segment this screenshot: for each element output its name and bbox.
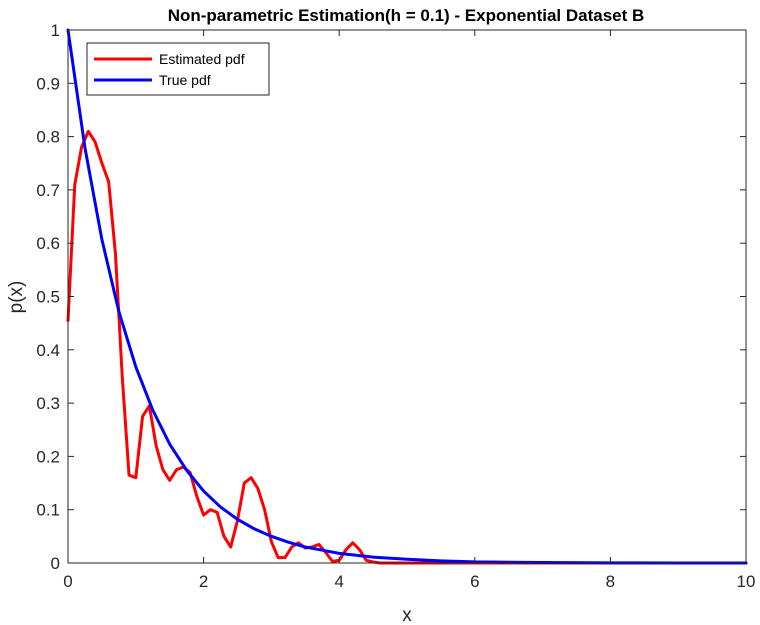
y-tick-label: 0 <box>51 554 60 573</box>
legend-box <box>86 42 270 96</box>
x-tick-label: 0 <box>63 572 72 591</box>
y-tick-label: 0.2 <box>36 447 60 466</box>
y-tick-label: 0.3 <box>36 394 60 413</box>
axes-layer: 0 2 4 6 8 10 0 0.1 0.2 0.3 0.4 0.5 0.6 0.7 0.8 0.9 1 <box>36 21 755 591</box>
series-line-true-pdf <box>66 28 748 565</box>
x-tick-label: 4 <box>334 572 343 591</box>
y-tick-label: 0.7 <box>36 181 60 200</box>
legend-label-estimated-pdf: Estimated pdf <box>159 51 245 67</box>
x-tick-label: 6 <box>470 572 479 591</box>
x-tick-label: 2 <box>199 572 208 591</box>
y-tick-label: 0.8 <box>36 128 60 147</box>
y-tick-label: 0.1 <box>36 501 60 520</box>
y-tick-label: 0.6 <box>36 234 60 253</box>
y-tick-label: 1 <box>51 21 60 40</box>
legend: Estimated pdf True pdf <box>86 42 270 96</box>
legend-label-true-pdf: True pdf <box>159 72 211 88</box>
plot-area <box>68 30 746 563</box>
x-tick-label: 8 <box>606 572 615 591</box>
chart-title: Non-parametric Estimation(h = 0.1) - Exp… <box>168 6 645 25</box>
x-tick-label: 10 <box>737 572 756 591</box>
series-line-estimated-pdf <box>66 129 748 565</box>
y-tick-label: 0.9 <box>36 74 60 93</box>
x-axis-label: x <box>402 605 412 625</box>
y-axis-label: p(x) <box>6 281 27 314</box>
series-layer <box>66 28 748 565</box>
y-tick-label: 0.4 <box>36 341 60 360</box>
y-tick-label: 0.5 <box>36 288 60 307</box>
